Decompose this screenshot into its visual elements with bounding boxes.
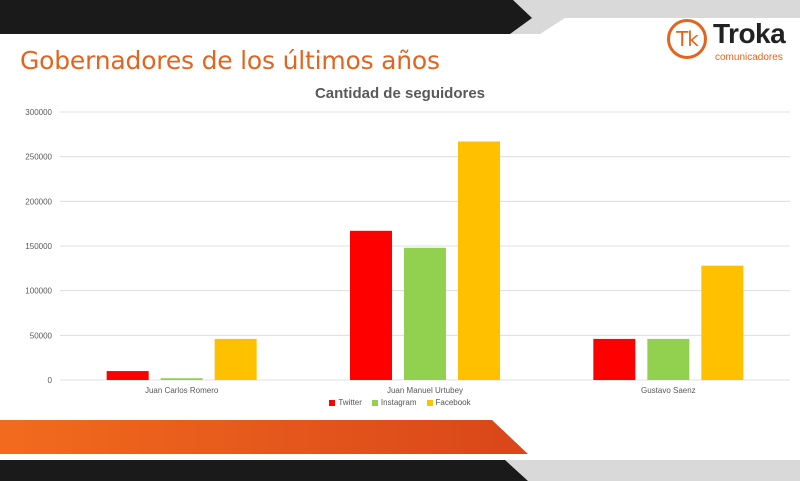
x-tick-label: Juan Carlos Romero: [145, 386, 219, 395]
y-tick-label: 150000: [25, 242, 52, 251]
legend-item: Instagram: [371, 398, 417, 407]
bar-facebook: [701, 265, 744, 380]
legend-item: Facebook: [426, 398, 471, 407]
y-tick-label: 50000: [30, 331, 53, 340]
bar-facebook: [458, 141, 500, 380]
bar-chart: 0 50000 100000 150000 200000 250000 300000 Juan…: [25, 108, 790, 395]
y-tick-label: 200000: [25, 197, 52, 206]
bar-instagram: [647, 338, 690, 380]
x-tick-label: Juan Manuel Urtubey: [387, 386, 463, 395]
legend-swatch: [371, 399, 378, 406]
y-tick-label: 0: [48, 376, 53, 385]
slide-title: Gobernadores de los últimos años: [20, 46, 440, 75]
bar-twitter: [350, 230, 392, 380]
y-tick-label: 300000: [25, 108, 52, 117]
x-tick-label: Gustavo Saenz: [641, 386, 696, 395]
y-tick-label: 100000: [25, 287, 52, 296]
logo-tagline: comunicadores: [715, 52, 783, 63]
bottom-decorative-band: [0, 420, 800, 481]
top-decorative-band: [0, 0, 800, 34]
legend-label: Instagram: [380, 398, 417, 407]
chart-legend: Twitter Instagram Facebook: [0, 398, 800, 407]
logo-mark: Tk: [667, 19, 707, 59]
legend-item: Twitter: [329, 398, 362, 407]
bar-instagram: [404, 247, 446, 380]
y-tick-label: 250000: [25, 153, 52, 162]
bar-instagram: [160, 378, 203, 380]
bar-facebook: [214, 338, 257, 380]
bar-twitter: [106, 371, 149, 380]
legend-label: Twitter: [338, 398, 362, 407]
chart-title: Cantidad de seguidores: [314, 85, 486, 102]
legend-label: Facebook: [435, 398, 471, 407]
legend-swatch: [329, 399, 336, 406]
legend-swatch: [426, 399, 433, 406]
troka-logo: Tk Troka comunicadores: [667, 18, 792, 69]
logo-name: Troka: [713, 18, 786, 49]
bar-twitter: [593, 338, 636, 380]
